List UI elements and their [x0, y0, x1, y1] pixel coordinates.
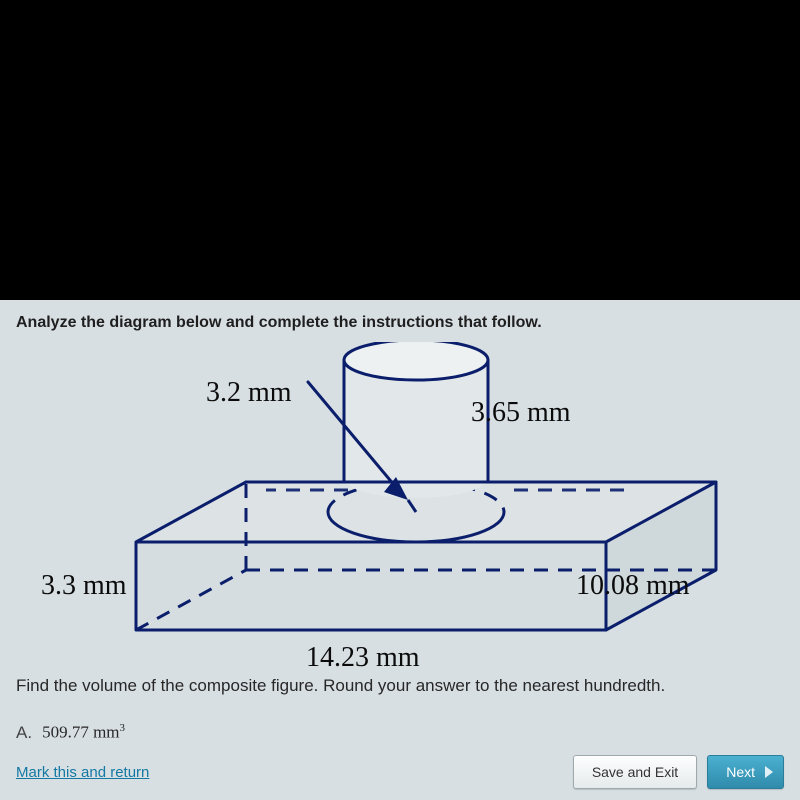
label-box-width: 10.08 mm: [576, 570, 690, 602]
answer-option-a[interactable]: A. 509.77 mm3: [16, 722, 784, 743]
question-text: Find the volume of the composite figure.…: [16, 676, 784, 696]
next-button-label: Next: [726, 764, 755, 780]
instruction-text: Analyze the diagram below and complete t…: [16, 314, 784, 332]
chevron-right-icon: [765, 766, 773, 778]
label-box-height: 3.3 mm: [41, 570, 127, 602]
label-cyl-height: 3.65 mm: [471, 397, 571, 429]
save-button-label: Save and Exit: [592, 764, 678, 780]
answer-value: 509.77 mm3: [42, 722, 125, 743]
save-and-exit-button[interactable]: Save and Exit: [573, 755, 697, 789]
label-box-length: 14.23 mm: [306, 642, 420, 674]
answer-letter: A.: [16, 723, 32, 743]
bottom-bar: Mark this and return Save and Exit Next: [0, 752, 800, 800]
label-radius: 3.2 mm: [206, 377, 292, 409]
next-button[interactable]: Next: [707, 755, 784, 789]
mark-and-return-link[interactable]: Mark this and return: [16, 764, 149, 781]
question-panel: Analyze the diagram below and complete t…: [0, 300, 800, 800]
button-group: Save and Exit Next: [573, 755, 784, 789]
diagram: 3.2 mm 3.65 mm 3.3 mm 14.23 mm 10.08 mm: [16, 342, 776, 672]
composite-figure-svg: [16, 342, 776, 672]
